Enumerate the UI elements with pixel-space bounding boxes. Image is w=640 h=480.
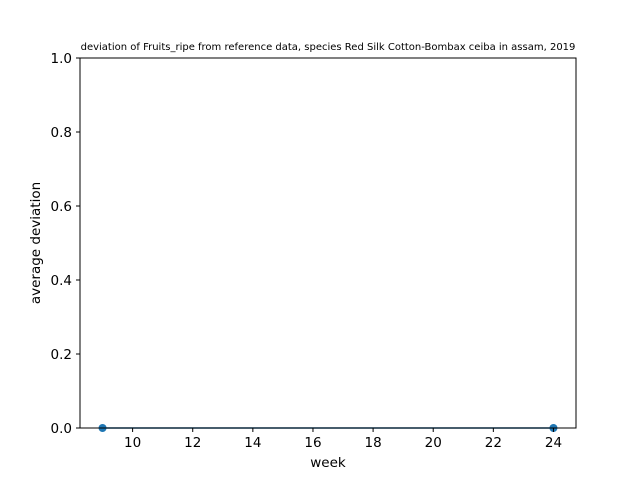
plot-frame xyxy=(79,57,577,429)
y-tick-label: 1.0 xyxy=(51,51,72,67)
x-tick-label: 10 xyxy=(124,435,141,451)
y-tick-label: 0.0 xyxy=(51,421,72,437)
x-axis-label: week xyxy=(310,455,346,471)
x-tick-label: 14 xyxy=(244,435,261,451)
y-tick-label: 0.6 xyxy=(51,199,72,215)
x-tick-label: 20 xyxy=(425,435,442,451)
y-tick-label: 0.2 xyxy=(51,347,72,363)
y-axis-ticks: 0.0 0.2 0.4 0.6 0.8 1.0 xyxy=(51,51,80,437)
chart-title: deviation of Fruits_ripe from reference … xyxy=(81,42,576,53)
x-tick-label: 12 xyxy=(184,435,201,451)
x-tick-label: 24 xyxy=(545,435,562,451)
x-tick-label: 22 xyxy=(485,435,502,451)
x-tick-label: 16 xyxy=(304,435,321,451)
y-tick-label: 0.4 xyxy=(51,273,72,289)
x-tick-label: 18 xyxy=(364,435,381,451)
y-axis-label: average deviation xyxy=(28,182,44,304)
plot-area: 10 12 14 16 18 20 22 24 0.0 0.2 0.4 0.6 0.8 1.0 xyxy=(51,51,577,451)
y-tick-label: 0.8 xyxy=(51,125,72,141)
x-axis-ticks: 10 12 14 16 18 20 22 24 xyxy=(124,428,562,451)
